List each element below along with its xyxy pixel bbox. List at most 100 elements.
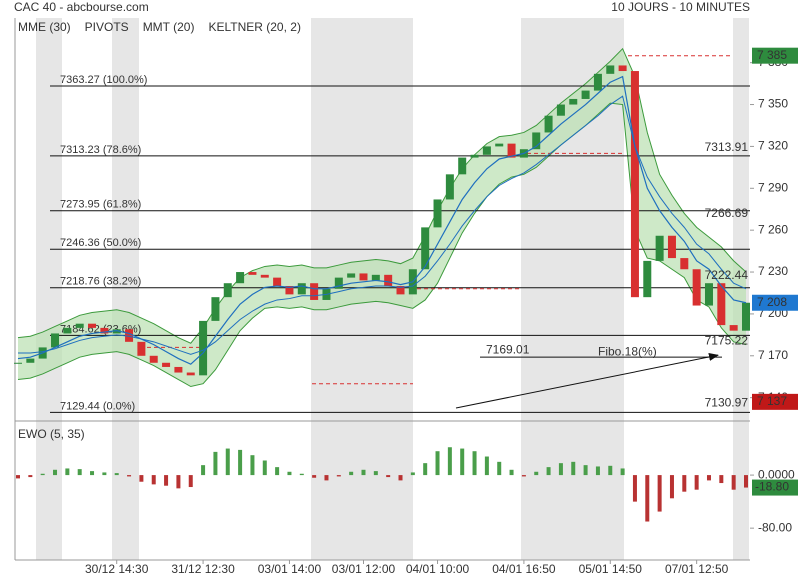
candle bbox=[174, 366, 183, 373]
candle bbox=[14, 362, 22, 364]
ewo-bar bbox=[583, 465, 588, 476]
x-tick-label: 05/01 14:50 bbox=[579, 562, 643, 576]
x-tick-label: 07/01 12:50 bbox=[665, 562, 729, 576]
ewo-tick-label: 0.0000 bbox=[758, 467, 795, 481]
candle bbox=[51, 333, 60, 348]
candle bbox=[742, 302, 750, 331]
candle bbox=[236, 272, 245, 284]
ewo-bar bbox=[127, 475, 132, 477]
candle bbox=[26, 358, 35, 363]
candle bbox=[384, 274, 393, 286]
ewo-bar bbox=[361, 469, 366, 476]
candle bbox=[273, 277, 282, 286]
fib-label: 7273.95 (61.8%) bbox=[60, 199, 141, 211]
fib-label: 7246.36 (50.0%) bbox=[60, 237, 141, 249]
candle bbox=[717, 283, 726, 326]
projection-label: 7175.22 bbox=[705, 334, 749, 348]
ewo-bar bbox=[287, 471, 292, 476]
x-tick-label: 04/01 16:50 bbox=[492, 562, 556, 576]
candle bbox=[507, 143, 516, 158]
candle bbox=[88, 323, 97, 328]
price-box bbox=[752, 393, 798, 410]
candle bbox=[655, 235, 664, 261]
candle bbox=[445, 174, 454, 200]
ewo-bar bbox=[349, 471, 354, 476]
keltner-lower bbox=[17, 102, 747, 388]
ewo-bar bbox=[53, 469, 58, 476]
ewo-bar bbox=[472, 451, 477, 476]
ewo-bar bbox=[669, 475, 674, 499]
candle bbox=[458, 157, 467, 175]
ewo-bar bbox=[312, 475, 317, 478]
x-tick-label: 31/12 12:30 bbox=[171, 562, 235, 576]
moving-average bbox=[18, 95, 747, 355]
projection-label: 7130.97 bbox=[705, 395, 749, 409]
ewo-title: EWO (5, 35) bbox=[18, 427, 85, 441]
ewo-bar bbox=[509, 469, 514, 476]
ewo-bar bbox=[386, 475, 391, 478]
ewo-bar bbox=[114, 473, 119, 476]
ewo-bar bbox=[410, 472, 415, 476]
candle bbox=[248, 272, 257, 275]
ewo-bar bbox=[632, 475, 637, 502]
legend-item: MMT (20) bbox=[143, 20, 195, 34]
ewo-bar bbox=[682, 475, 687, 492]
ewo-bar bbox=[40, 473, 45, 476]
candle bbox=[532, 132, 541, 150]
ewo-bar bbox=[102, 472, 107, 476]
ewo-bar bbox=[201, 465, 206, 476]
legend-item: MME (30) bbox=[18, 20, 71, 34]
y-tick-label: 7 290 bbox=[758, 180, 788, 194]
candle bbox=[729, 325, 738, 331]
legend-item: KELTNER (20, 2) bbox=[208, 20, 300, 34]
ewo-bar bbox=[534, 471, 539, 476]
x-tick-label: 04/01 10:00 bbox=[406, 562, 470, 576]
candle bbox=[186, 372, 195, 376]
candle bbox=[371, 274, 380, 281]
ewo-bar bbox=[188, 475, 193, 488]
chart-title: CAC 40 - abcbourse.com bbox=[14, 0, 149, 14]
candle bbox=[100, 327, 109, 334]
keltner-upper bbox=[17, 47, 747, 344]
candle bbox=[581, 90, 590, 99]
shade bbox=[112, 18, 139, 560]
candle bbox=[593, 73, 602, 91]
price-box bbox=[752, 47, 798, 64]
ewo-bar bbox=[608, 465, 613, 476]
candle bbox=[569, 98, 578, 105]
ewo-tick-label: -80.00 bbox=[758, 520, 792, 534]
price-box bbox=[752, 294, 798, 311]
ewo-bar bbox=[620, 468, 625, 476]
ewo-bar bbox=[90, 471, 95, 476]
ewo-bar bbox=[336, 475, 341, 477]
ewo-bar bbox=[299, 473, 304, 476]
candle bbox=[199, 320, 208, 376]
ewo-bar bbox=[423, 463, 428, 476]
ewo-bar bbox=[324, 475, 329, 481]
y-tick-label: 7 170 bbox=[758, 348, 788, 362]
candle bbox=[112, 329, 121, 334]
candle bbox=[310, 283, 319, 300]
candle bbox=[75, 323, 84, 328]
candle bbox=[667, 235, 676, 259]
candle bbox=[396, 286, 405, 295]
ewo-bar bbox=[275, 467, 280, 476]
ewo-bar bbox=[694, 475, 699, 490]
ewo-bar bbox=[595, 466, 600, 476]
x-tick-label: 30/12 14:30 bbox=[85, 562, 149, 576]
ewo-bar bbox=[176, 475, 181, 489]
projection-label: 7313.91 bbox=[705, 140, 749, 154]
y-tick-label: 7 320 bbox=[758, 139, 788, 153]
ewo-bar bbox=[139, 475, 144, 482]
ewo-bar bbox=[151, 475, 156, 485]
ewo-bar bbox=[571, 461, 576, 476]
ewo-bar bbox=[398, 475, 403, 481]
candle bbox=[630, 71, 639, 298]
candle bbox=[125, 329, 134, 342]
ewo-bar bbox=[706, 475, 711, 481]
candle bbox=[618, 65, 627, 72]
ewo-bar bbox=[447, 447, 452, 476]
projection-label: 7266.69 bbox=[705, 206, 749, 220]
candle bbox=[495, 143, 504, 147]
